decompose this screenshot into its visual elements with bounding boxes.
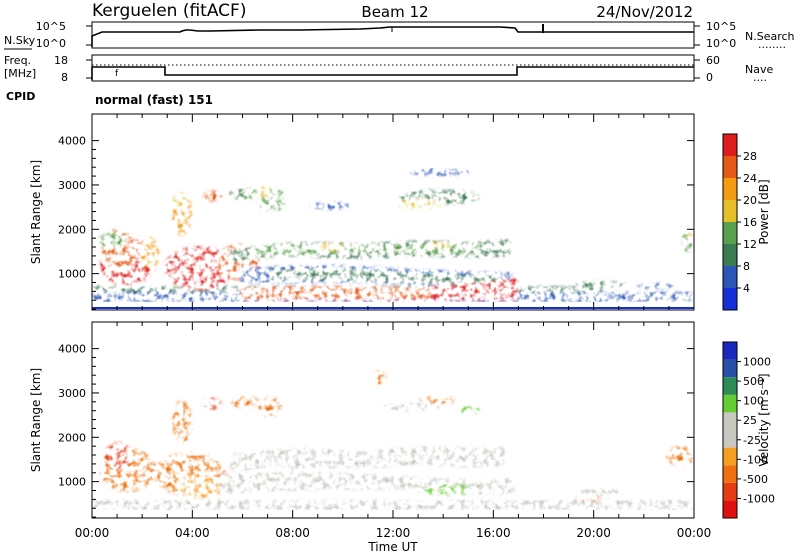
- colorbar-segment: [723, 500, 737, 518]
- sky-panel: 10^5 10^0 N.Sky 10^5 10^0 N.Search .....…: [4, 20, 795, 51]
- n-search-label: N.Search: [745, 30, 795, 43]
- freq-panel-frame: [91, 54, 695, 82]
- colorbar-segment: [723, 134, 737, 156]
- x-tick-label: 00:00: [677, 526, 712, 540]
- colorbar-segment: [723, 222, 737, 244]
- y-tick-label: 2000: [58, 431, 86, 444]
- colorbar-tick-label: 28: [743, 150, 757, 163]
- power-echoes: [92, 168, 694, 302]
- colorbar-segment: [723, 412, 737, 430]
- colorbar-tick-label: 100: [743, 395, 764, 408]
- x-tick-label: 16:00: [476, 526, 511, 540]
- sky-right-tick-top: 10^5: [706, 20, 736, 33]
- colorbar-segment: [723, 266, 737, 288]
- colorbar-segment: [723, 430, 737, 448]
- colorbar-segment: [723, 178, 737, 200]
- y-tick-label: 1000: [58, 476, 86, 489]
- colorbar-segment: [723, 288, 737, 310]
- colorbar-segment: [723, 156, 737, 178]
- power-panel: 1000 2000 3000 4000 Slant Range [km] 4 8 12 16…: [29, 113, 771, 311]
- colorbar-segment: [723, 465, 737, 483]
- y-tick-label: 1000: [58, 268, 86, 281]
- y-tick-label: 2000: [58, 223, 86, 236]
- y-tick-label: 3000: [58, 387, 86, 400]
- x-tick-label: 04:00: [175, 526, 210, 540]
- colorbar-tick-label: 4: [743, 282, 750, 295]
- colorbar-frame: [722, 341, 738, 519]
- freq-panel: f Freq. [MHz] 18 8 60 0 Nave .... CPID n…: [4, 54, 773, 107]
- velocity-y-ticks: 1000 2000 3000 4000: [58, 343, 694, 518]
- colorbar-tick-label: 1000: [743, 356, 771, 369]
- colorbar-segment: [723, 394, 737, 413]
- nave-tick-0: 0: [706, 71, 713, 84]
- date-label: 24/Nov/2012: [596, 3, 693, 21]
- colorbar-segment: [723, 447, 737, 466]
- power-x-ticks: [91, 114, 695, 310]
- freq-unit-label: [MHz]: [4, 67, 36, 80]
- colorbar-tick-label: 8: [743, 260, 750, 273]
- freq-tick-8: 8: [61, 71, 68, 84]
- velocity-y-axis-label: Slant Range [km]: [29, 368, 43, 472]
- nave-label: Nave: [745, 63, 773, 76]
- colorbar-tick-label: 20: [743, 194, 757, 207]
- sky-right-tick-bottom: 10^0: [706, 37, 736, 50]
- colorbar-tick-label: 16: [743, 216, 757, 229]
- velocity-echoes: [92, 370, 694, 510]
- colorbar-segment: [723, 342, 737, 360]
- station-title: Kerguelen (fitACF): [92, 1, 246, 21]
- colorbar-segment: [723, 482, 737, 501]
- nave-line-sample: ....: [753, 71, 767, 84]
- colorbar-tick-label: 24: [743, 172, 757, 185]
- velocity-panel: 1000 2000 3000 4000 Slant Range [km] 1000 50…: [29, 321, 775, 519]
- velocity-colorbar-label: Velocity [m s⁻¹]: [757, 373, 771, 466]
- colorbar-tick-label: 500: [743, 375, 764, 388]
- time-axis-labels: 00:00 04:00 08:00 12:00 16:00 20:00 00:00: [75, 526, 712, 540]
- colorbar-tick-label: -500: [743, 473, 768, 486]
- colorbar-segment: [723, 200, 737, 222]
- x-tick-label: 08:00: [275, 526, 310, 540]
- colorbar-tick-label: 12: [743, 238, 757, 251]
- power-y-ticks: 1000 2000 3000 4000: [58, 135, 694, 310]
- x-tick-label: 20:00: [576, 526, 611, 540]
- freq-line: [91, 66, 694, 80]
- power-y-axis-label: Slant Range [km]: [29, 160, 43, 264]
- beam-label: Beam 12: [361, 3, 428, 21]
- nave-tick-60: 60: [706, 54, 720, 67]
- y-tick-label: 3000: [58, 179, 86, 192]
- freq-tick-18: 18: [54, 54, 68, 67]
- colorbar-tick-label: -1000: [743, 492, 775, 505]
- n-search-line: ........: [758, 38, 786, 51]
- colorbar-tick-label: 25: [743, 414, 757, 427]
- colorbar-segment: [723, 244, 737, 266]
- colorbar-tick-label: -25: [743, 434, 761, 447]
- y-tick-label: 4000: [58, 135, 86, 148]
- colorbar-segment: [723, 359, 737, 378]
- n-sky-line: [91, 26, 694, 47]
- x-tick-label: 00:00: [75, 526, 110, 540]
- velocity-colorbar: 1000 500 100 25 -25 -100 -500 -1000: [722, 341, 775, 519]
- velocity-x-ticks: [91, 322, 695, 518]
- sky-left-tick-top: 10^5: [36, 20, 66, 33]
- cpid-label: CPID: [6, 90, 35, 103]
- x-tick-label: 12:00: [376, 526, 411, 540]
- sky-left-tick-bottom: 10^0: [36, 37, 66, 50]
- sky-panel-frame: [91, 21, 695, 49]
- power-colorbar: 4 8 12 16 20 24 28: [722, 133, 757, 311]
- freq-marker: f: [115, 69, 119, 79]
- time-axis-title: Time UT: [367, 540, 418, 554]
- freq-label: Freq.: [4, 54, 31, 67]
- power-colorbar-label: Power [dB]: [757, 179, 771, 244]
- n-sky-label: N.Sky: [4, 34, 36, 47]
- colorbar-segment: [723, 377, 737, 395]
- cpid-value: normal (fast) 151: [95, 93, 213, 107]
- colorbar-tick-label: -100: [743, 453, 768, 466]
- y-tick-label: 4000: [58, 343, 86, 356]
